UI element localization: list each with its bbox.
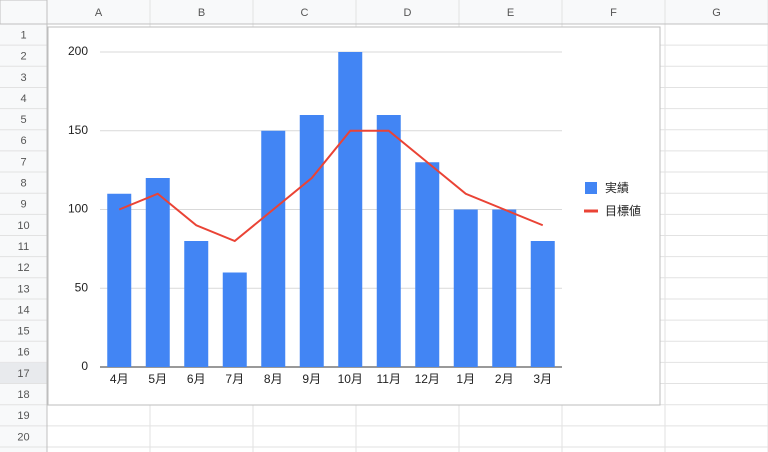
x-tick-label: 11月: [377, 372, 401, 386]
row-header[interactable]: 9: [20, 199, 26, 211]
row-header[interactable]: 13: [17, 283, 29, 295]
bar: [222, 272, 247, 367]
row-header[interactable]: 7: [20, 156, 26, 168]
bar: [376, 115, 401, 367]
column-header[interactable]: B: [198, 7, 205, 19]
row-header[interactable]: 20: [17, 431, 29, 443]
row-header[interactable]: 4: [20, 93, 26, 105]
line: [118, 129, 544, 243]
y-tick-label: 150: [68, 123, 88, 137]
y-tick-label: 50: [75, 280, 89, 294]
bar: [338, 52, 363, 367]
x-tick-label: 4月: [110, 372, 129, 386]
legend-label: 目標値: [605, 203, 641, 218]
row-header[interactable]: 14: [17, 304, 29, 316]
bar: [261, 130, 286, 367]
bar: [492, 209, 517, 367]
row-header[interactable]: 6: [20, 135, 26, 147]
corner: [0, 0, 48, 25]
y-tick-label: 0: [81, 359, 88, 373]
bar: [415, 162, 440, 367]
y-tick-label: 100: [68, 202, 88, 216]
x-tick-label: 1月: [456, 372, 475, 386]
row-header[interactable]: 19: [17, 410, 29, 422]
x-tick-label: 10月: [338, 372, 363, 386]
bar: [107, 193, 132, 367]
column-header[interactable]: F: [610, 7, 617, 19]
row-header[interactable]: 12: [17, 262, 29, 274]
x-tick-label: 7月: [225, 372, 244, 386]
column-header[interactable]: D: [404, 7, 412, 19]
column-header[interactable]: G: [712, 7, 721, 19]
bar: [530, 241, 555, 367]
legend-swatch: [585, 182, 597, 194]
row-header[interactable]: 15: [17, 326, 29, 338]
y-tick-label: 200: [68, 44, 88, 58]
x-tick-label: 8月: [264, 372, 283, 386]
bar: [299, 115, 324, 367]
bar: [453, 209, 478, 367]
column-header-bar: [0, 0, 768, 24]
x-tick-label: 5月: [148, 372, 167, 386]
column-header[interactable]: E: [507, 7, 514, 19]
x-tick-label: 6月: [187, 372, 206, 386]
bar: [145, 178, 170, 367]
column-header[interactable]: C: [301, 7, 309, 19]
row-header[interactable]: 11: [18, 241, 29, 253]
x-tick-label: 2月: [495, 372, 514, 386]
x-tick-label: 12月: [415, 372, 440, 386]
row-header[interactable]: 5: [20, 114, 26, 126]
row-header[interactable]: 3: [20, 72, 26, 84]
row-header[interactable]: 10: [17, 220, 29, 232]
x-tick-label: 3月: [533, 372, 552, 386]
row-header[interactable]: 2: [20, 51, 26, 63]
selected-row-header: [0, 362, 47, 384]
x-tick-label: 9月: [302, 372, 321, 386]
row-header[interactable]: 8: [20, 178, 26, 190]
row-header[interactable]: 18: [17, 389, 29, 401]
bar: [184, 241, 209, 367]
column-header[interactable]: A: [95, 7, 103, 19]
row-header[interactable]: 17: [17, 368, 29, 380]
legend-label: 実績: [605, 180, 629, 195]
row-header[interactable]: 1: [20, 29, 26, 41]
row-header[interactable]: 16: [17, 347, 29, 359]
